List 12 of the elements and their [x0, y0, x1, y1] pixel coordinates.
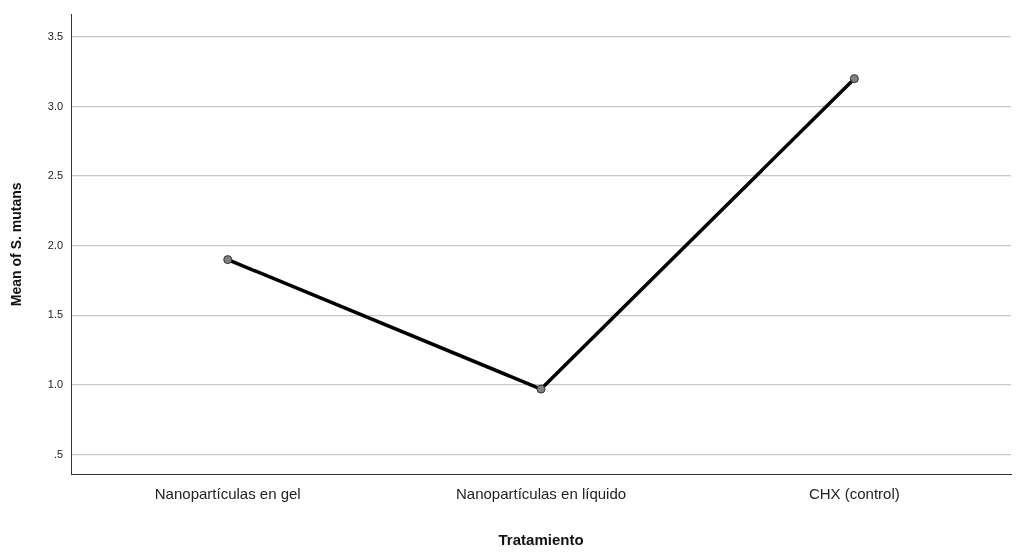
y-tick-label: 1.0 — [47, 377, 64, 390]
x-tick-label: Nanopartículas en gel — [154, 485, 301, 503]
y-tick-label: 3.0 — [47, 99, 64, 112]
x-axis-title: Tratamiento — [498, 531, 584, 549]
y-tick-label: .5 — [53, 447, 64, 460]
y-tick-label: 2.0 — [47, 238, 64, 251]
y-tick-label: 1.5 — [47, 308, 64, 321]
y-tick-label: 2.5 — [47, 169, 64, 182]
y-axis-title: Mean of S. mutans — [8, 182, 25, 307]
y-tick-label: 3.5 — [47, 29, 64, 42]
x-tick-label: CHX (control) — [808, 485, 900, 503]
x-tick-label: Nanopartículas en líquido — [455, 485, 627, 503]
